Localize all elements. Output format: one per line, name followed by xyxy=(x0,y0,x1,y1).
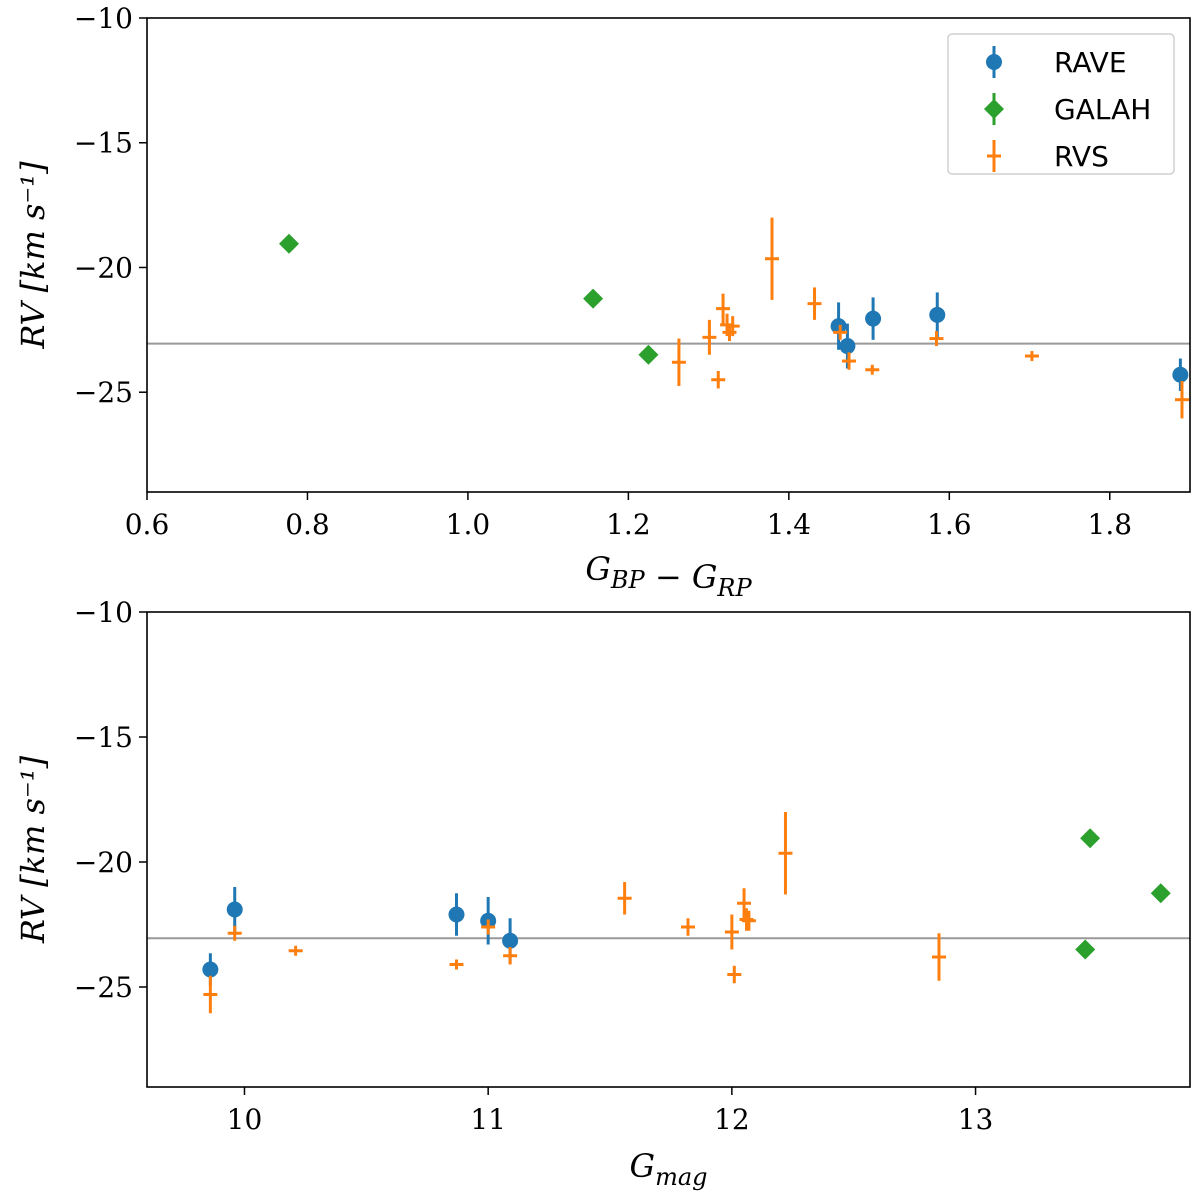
chart-0-rvs-point-3 xyxy=(716,293,731,324)
chart-0-axes-frame xyxy=(146,17,1191,493)
chart-1-xlabel-symbol: G xyxy=(630,1147,656,1185)
chart-0-xlabel-subscript: BP xyxy=(610,566,646,594)
chart-1-galah-marker-1 xyxy=(1075,939,1096,960)
chart-0-rave-marker-1 xyxy=(839,338,856,355)
chart-1-rvs-point-6 xyxy=(617,882,632,915)
chart-0-legend-box xyxy=(947,33,1175,175)
chart-0-rvs-point-2 xyxy=(711,371,726,389)
chart-0-galah-marker-0 xyxy=(279,233,300,254)
chart-1-galah-point-0 xyxy=(1080,828,1101,849)
chart-0-ytick-label-0: −10 xyxy=(74,2,133,35)
chart-0-rvs-point-6 xyxy=(725,316,740,337)
chart-0-xlabel-symbol: G xyxy=(692,558,718,596)
chart-0-xtick-label-3: 1.2 xyxy=(606,508,651,541)
chart-1-xtick-label-1: 11 xyxy=(470,1103,506,1136)
legend-entry-rvs: RVS xyxy=(987,140,1109,173)
chart-0-rave-marker-4 xyxy=(1172,366,1189,383)
chart-1-rave-marker-4 xyxy=(502,932,519,949)
legend-rave-label: RAVE xyxy=(1054,46,1127,79)
chart-0-xtick-label-1: 0.8 xyxy=(285,508,330,541)
chart-0-galah-point-1 xyxy=(583,288,604,309)
chart-0-rvs-point-9 xyxy=(833,324,848,340)
chart-0-xlabel-subscript: RP xyxy=(716,574,752,602)
chart-0-xlabel-symbol: G xyxy=(585,550,611,588)
chart-1-rave-point-1 xyxy=(226,887,243,932)
chart-0-xtick-label-2: 1.0 xyxy=(446,508,491,541)
chart-0-galah-point-2 xyxy=(638,344,659,365)
chart-0-xtick-label-4: 1.4 xyxy=(767,508,812,541)
chart-1-rvs-point-10 xyxy=(737,888,752,919)
bottom-panel: 10 11 12 13 −10 −15 −20 −25 Gmag RV [km s⁻¹] xyxy=(14,596,1191,1191)
chart-0-rave-marker-0 xyxy=(830,318,847,335)
chart-1-rvs-point-5 xyxy=(503,947,518,965)
chart-1-galah-marker-0 xyxy=(1080,828,1101,849)
chart-0-rvs-point-10 xyxy=(842,352,857,370)
chart-1-ytick-label-3: −25 xyxy=(74,971,133,1004)
chart-1-axes-frame xyxy=(146,611,1191,1088)
chart-0-rave-point-0 xyxy=(830,302,847,350)
chart-0-rvs-point-13 xyxy=(1024,351,1039,362)
chart-0-rvs-point-12 xyxy=(929,331,944,347)
chart-0-galah-marker-1 xyxy=(583,288,604,309)
chart-0-xlabel: GBP − GRP xyxy=(585,550,752,602)
legend-rave-marker xyxy=(986,54,1002,70)
chart-1-xtick-label-2: 12 xyxy=(714,1103,750,1136)
legend-rvs-label: RVS xyxy=(1054,140,1109,173)
chart-1-rvs-point-8 xyxy=(724,914,739,950)
legend-entry-galah: GALAH xyxy=(984,93,1151,126)
chart-1-rvs-point-7 xyxy=(680,918,695,936)
chart-1-rvs-point-12 xyxy=(741,910,756,931)
legend-galah-label: GALAH xyxy=(1054,93,1151,126)
chart-1-ytick-label-1: −15 xyxy=(74,721,133,754)
chart-1-ylabel: RV [km s⁻¹] xyxy=(14,755,52,944)
chart-0-ytick-label-1: −15 xyxy=(74,127,133,160)
legend-entry-rave: RAVE xyxy=(986,46,1127,79)
chart-1-galah-marker-2 xyxy=(1150,883,1171,904)
chart-1-rvs-point-4 xyxy=(481,919,496,935)
chart-0-xtick-label-0: 0.6 xyxy=(125,508,170,541)
chart-0-rvs-point-7 xyxy=(764,217,779,300)
chart-1-ytick-label-0: −10 xyxy=(74,596,133,629)
chart-1-rave-marker-2 xyxy=(448,906,465,923)
chart-1-xtick-label-0: 10 xyxy=(227,1103,263,1136)
chart-0-xlabel-operator: − xyxy=(645,558,692,596)
chart-1-rvs-point-3 xyxy=(449,959,464,970)
chart-0-rvs-point-11 xyxy=(865,364,880,375)
chart-1-rave-marker-0 xyxy=(202,961,219,978)
chart-1-galah-point-2 xyxy=(1150,883,1171,904)
chart-0-galah-marker-2 xyxy=(638,344,659,365)
chart-1-rave-marker-1 xyxy=(226,901,243,918)
chart-1-galah-point-1 xyxy=(1075,939,1096,960)
chart-1-xlabel: Gmag xyxy=(630,1147,708,1191)
chart-0-ylabel: RV [km s⁻¹] xyxy=(14,161,52,350)
chart-0-rave-marker-3 xyxy=(929,306,946,323)
chart-1-rvs-point-9 xyxy=(727,965,742,984)
chart-1-rvs-point-13 xyxy=(778,812,793,895)
chart-0-ytick-label-3: −25 xyxy=(74,376,133,409)
chart-0-legend: RAVE GALAH RVS xyxy=(947,33,1175,175)
chart-1-ytick-label-2: −20 xyxy=(74,846,133,879)
chart-0-rave-point-4 xyxy=(1172,358,1189,391)
chart-0-rvs-point-14 xyxy=(1174,380,1189,419)
chart-0-rvs-point-1 xyxy=(702,319,717,355)
legend-galah-marker xyxy=(984,99,1004,119)
chart-0-galah-point-0 xyxy=(279,233,300,254)
chart-0-rave-marker-2 xyxy=(865,310,882,327)
chart-1-rvs-point-14 xyxy=(931,933,946,981)
chart-0-xtick-label-5: 1.6 xyxy=(927,508,972,541)
chart-1-xlabel-subscript: mag xyxy=(655,1163,707,1191)
chart-0-xtick-label-6: 1.8 xyxy=(1088,508,1133,541)
chart-1-rvs-point-2 xyxy=(288,945,303,956)
chart-1-rvs-point-0 xyxy=(203,975,218,1014)
chart-0-rave-point-3 xyxy=(929,292,946,338)
chart-0-rave-point-2 xyxy=(865,297,882,340)
chart-0-ytick-label-2: −20 xyxy=(74,251,133,284)
chart-0-rvs-point-8 xyxy=(807,287,822,320)
chart-1-xtick-label-3: 13 xyxy=(958,1103,994,1136)
chart-1-rave-point-2 xyxy=(448,893,465,936)
chart-0-rvs-point-0 xyxy=(671,338,686,386)
chart-1-rvs-point-1 xyxy=(227,925,242,941)
